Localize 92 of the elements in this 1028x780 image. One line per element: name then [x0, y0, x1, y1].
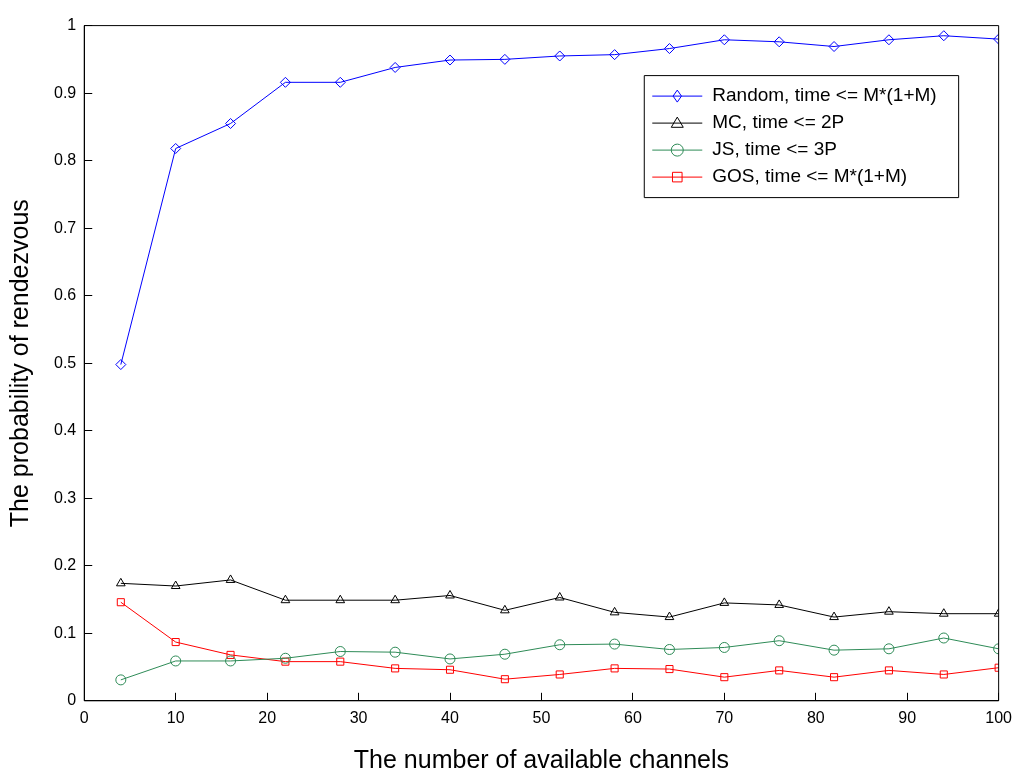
legend-label: JS, time <= 3P [712, 138, 837, 160]
y-tick-label: 0.1 [53, 623, 77, 641]
point [499, 648, 511, 660]
point [445, 589, 455, 599]
point [335, 594, 346, 604]
point [609, 49, 621, 61]
x-tick-label: 60 [623, 708, 642, 726]
point [665, 665, 674, 674]
point [499, 53, 511, 65]
point [773, 635, 785, 647]
x-tick-label: 50 [532, 708, 551, 726]
y-tick-label: 0.8 [53, 151, 77, 169]
x-tick-label: 70 [715, 708, 734, 726]
point [170, 580, 181, 590]
point [115, 674, 127, 686]
point [391, 664, 400, 673]
x-tick-label: 80 [806, 708, 825, 726]
point [830, 673, 839, 682]
point [171, 638, 180, 647]
point [828, 644, 840, 656]
point [938, 632, 950, 644]
point [225, 118, 237, 129]
legend-label: MC, time <= 2P [712, 111, 845, 133]
point [719, 597, 730, 606]
y-tick-label: 0.2 [53, 556, 77, 574]
y-tick-label: 0.6 [53, 286, 77, 304]
point [609, 606, 620, 616]
point [116, 598, 125, 607]
point [389, 61, 401, 73]
y-axis-title: The probability of rendezvous [4, 199, 33, 528]
point [554, 50, 566, 62]
point [444, 54, 456, 66]
point [336, 657, 345, 666]
point [554, 639, 566, 651]
point [774, 599, 785, 608]
x-tick-label: 10 [166, 708, 185, 726]
point [828, 41, 840, 53]
point [938, 608, 949, 617]
point [883, 643, 895, 655]
point [773, 36, 785, 48]
y-tick-label: 0.7 [53, 218, 77, 236]
point [390, 594, 400, 604]
point [883, 34, 895, 46]
point [170, 655, 182, 667]
point [500, 675, 509, 684]
point [554, 591, 565, 601]
y-tick-label: 0.5 [53, 353, 77, 371]
y-tick-label: 0.3 [53, 488, 77, 506]
point [226, 650, 235, 659]
point [829, 611, 839, 621]
point [609, 638, 621, 650]
legend-label: Random, time <= M*(1+M) [712, 84, 937, 106]
x-tick-label: 100 [985, 708, 1013, 726]
point [610, 664, 619, 673]
point [281, 657, 290, 666]
point [718, 641, 730, 653]
point [389, 646, 401, 658]
point [225, 574, 236, 583]
y-tick-label: 0.9 [53, 83, 77, 101]
point [664, 611, 675, 621]
point [939, 670, 948, 679]
y-tick-label: 0 [67, 691, 77, 709]
y-tick-label: 1 [67, 16, 77, 34]
point [720, 673, 729, 682]
point [334, 76, 346, 88]
point [115, 359, 127, 371]
x-tick-label: 20 [258, 708, 277, 726]
point [884, 606, 894, 615]
point [938, 30, 950, 42]
point [445, 665, 455, 674]
x-tick-label: 90 [898, 708, 917, 726]
x-tick-label: 30 [349, 708, 368, 726]
point [663, 643, 675, 655]
point [170, 142, 182, 154]
legend-label: GOS, time <= M*(1+M) [712, 165, 908, 187]
point [500, 604, 510, 614]
point [280, 594, 291, 604]
point [663, 43, 675, 55]
point [718, 34, 730, 46]
point [225, 655, 237, 667]
point [555, 670, 564, 679]
x-tick-label: 0 [79, 708, 89, 726]
point [115, 577, 126, 587]
point [279, 76, 291, 88]
point [279, 652, 291, 664]
y-tick-label: 0.4 [53, 421, 77, 439]
point [884, 666, 893, 675]
point [444, 653, 456, 665]
x-tick-label: 40 [441, 708, 460, 726]
x-axis-title: The number of available channels [353, 744, 730, 773]
point [334, 646, 346, 658]
point [775, 666, 784, 675]
